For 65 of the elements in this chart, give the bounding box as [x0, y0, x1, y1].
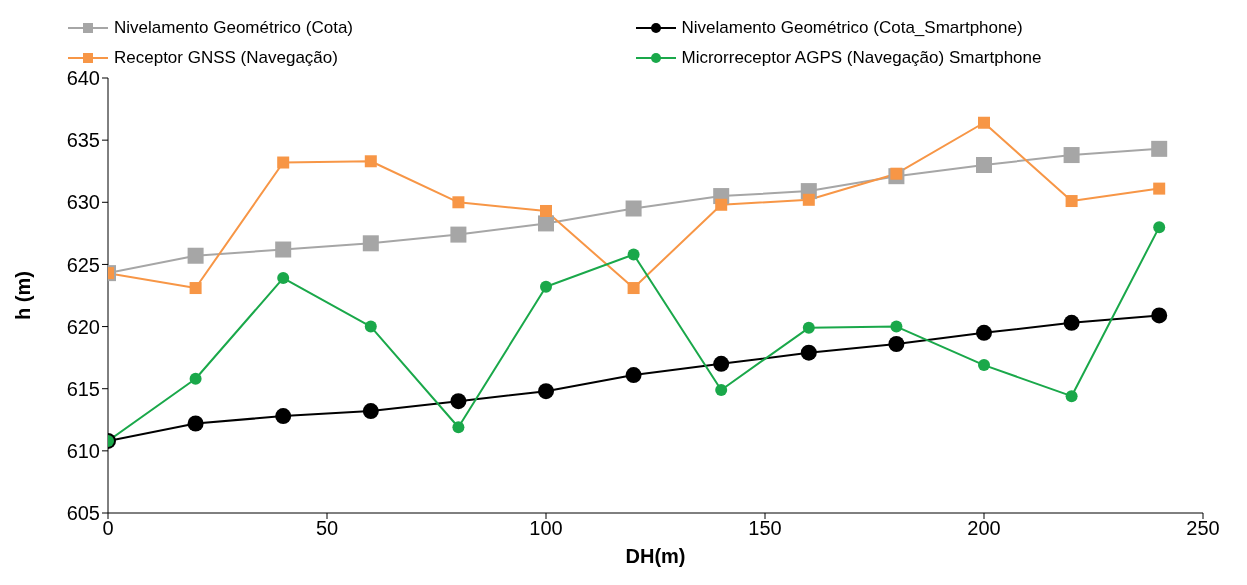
- point: [888, 335, 905, 352]
- point: [978, 359, 990, 372]
- y-tick-label: 635: [66, 129, 100, 152]
- point: [802, 193, 815, 206]
- x-tick-label: 150: [748, 517, 782, 540]
- legend-label: Nivelamento Geométrico (Cota): [114, 18, 354, 38]
- y-axis-title: h (m): [12, 271, 35, 320]
- point: [189, 372, 202, 385]
- x-tick-label: 50: [315, 517, 339, 540]
- point: [540, 204, 552, 217]
- point: [713, 355, 730, 372]
- point: [1151, 307, 1168, 324]
- y-tick-label: 620: [66, 315, 100, 338]
- x-tick-label: 250: [1186, 517, 1220, 540]
- point: [890, 320, 903, 333]
- y-tick-label: 625: [66, 253, 100, 276]
- point: [625, 367, 642, 384]
- legend-label: Nivelamento Geométrico (Cota_Smartphone): [681, 18, 1023, 38]
- point: [450, 393, 467, 410]
- point: [890, 167, 903, 180]
- point: [1063, 147, 1080, 164]
- point: [1065, 390, 1078, 403]
- point: [452, 421, 465, 434]
- point: [1065, 195, 1078, 208]
- point: [715, 383, 728, 396]
- point: [538, 215, 554, 232]
- point: [1153, 221, 1166, 234]
- point: [540, 280, 552, 293]
- point: [978, 116, 990, 129]
- point: [364, 320, 377, 333]
- point: [627, 282, 640, 295]
- point: [1063, 314, 1080, 331]
- y-tick-label: 610: [66, 439, 100, 462]
- point: [715, 198, 728, 211]
- point: [277, 272, 290, 285]
- point: [800, 344, 817, 361]
- y-tick-label: 615: [66, 377, 100, 400]
- x-tick-label: 200: [967, 517, 1001, 540]
- x-tick-label: 0: [102, 517, 114, 540]
- x-axis-title: DH(m): [625, 545, 686, 567]
- y-tick-label: 605: [66, 502, 100, 525]
- point: [976, 157, 992, 173]
- legend-label: Receptor GNSS (Navegação): [114, 48, 338, 68]
- point: [275, 408, 292, 425]
- point: [189, 282, 202, 295]
- point: [1153, 182, 1166, 195]
- point: [452, 196, 465, 209]
- point: [362, 403, 379, 420]
- point: [364, 155, 377, 168]
- point: [275, 241, 292, 258]
- point: [802, 321, 815, 334]
- point: [277, 156, 290, 169]
- legend-label: Microrreceptor AGPS (Navegação) Smartphone: [681, 48, 1042, 68]
- point: [187, 247, 204, 264]
- point: [976, 324, 992, 341]
- point: [187, 415, 204, 432]
- point: [538, 383, 554, 400]
- point: [450, 226, 467, 243]
- point: [1151, 140, 1168, 157]
- point: [625, 200, 642, 217]
- point: [362, 235, 379, 252]
- point: [627, 248, 640, 261]
- y-tick-label: 630: [66, 191, 100, 214]
- y-tick-label: 640: [66, 67, 100, 90]
- x-tick-label: 100: [529, 517, 563, 540]
